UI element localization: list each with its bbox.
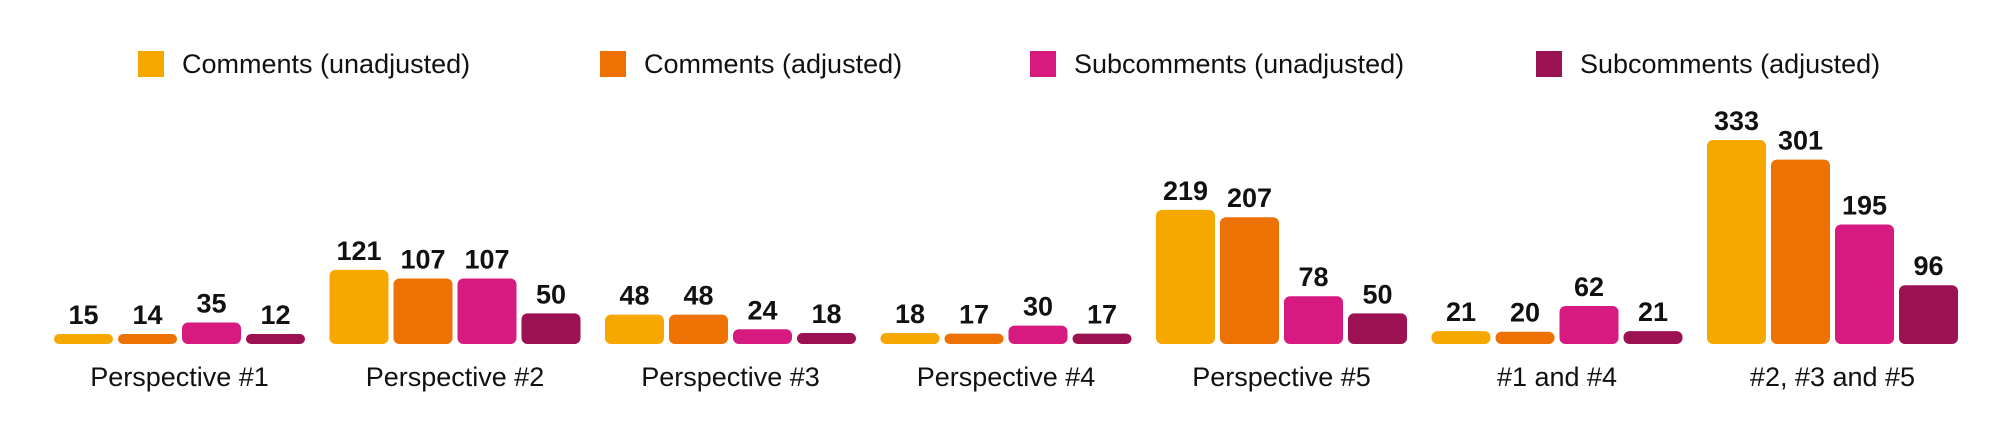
data-label: 21 (1446, 297, 1476, 327)
bar-comments-unadjusted (329, 269, 389, 344)
data-label: 50 (1362, 279, 1392, 309)
legend-swatch (1536, 51, 1562, 77)
legend-swatch (1030, 51, 1056, 77)
data-label: 50 (536, 279, 566, 309)
data-label: 17 (1087, 300, 1117, 330)
data-label: 78 (1298, 262, 1328, 292)
data-label: 17 (959, 300, 989, 330)
category-label: Perspective #1 (90, 362, 269, 392)
bar-comments-adjusted (393, 278, 453, 344)
bar-comments-adjusted (944, 333, 1004, 344)
legend: Comments (unadjusted) Comments (adjusted… (0, 44, 2004, 84)
bar-subcomments-unadjusted (1835, 224, 1894, 344)
bar-comments-adjusted (118, 334, 177, 344)
bar-subcomments-unadjusted (457, 278, 517, 344)
data-label: 62 (1574, 272, 1604, 302)
data-label: 30 (1023, 292, 1053, 322)
bar-subcomments-unadjusted (1284, 296, 1343, 344)
data-label: 96 (1913, 251, 1943, 281)
legend-item-subcomments-adjusted: Subcomments (adjusted) (1536, 44, 1880, 84)
bar-subcomments-unadjusted (1008, 325, 1068, 344)
bar-comments-adjusted (1495, 331, 1555, 344)
bar-subcomments-adjusted (1348, 313, 1407, 344)
data-label: 15 (68, 300, 98, 330)
bar-subcomments-unadjusted (733, 329, 792, 344)
legend-label: Subcomments (unadjusted) (1074, 48, 1405, 79)
data-label: 18 (811, 299, 841, 329)
legend-swatch (600, 51, 626, 77)
legend-label: Comments (adjusted) (644, 48, 903, 79)
legend-item-comments-adjusted: Comments (adjusted) (600, 44, 902, 84)
category-label: #2, #3 and #5 (1750, 362, 1915, 392)
bar-comments-adjusted (669, 314, 728, 344)
bar-subcomments-adjusted (797, 332, 856, 344)
category-label: Perspective #3 (641, 362, 820, 392)
data-label: 18 (895, 299, 925, 329)
bar-subcomments-adjusted (1072, 333, 1132, 344)
legend-label: Comments (unadjusted) (182, 48, 471, 79)
bar-subcomments-adjusted (1623, 331, 1683, 344)
data-label: 195 (1842, 191, 1887, 221)
data-label: 20 (1510, 298, 1540, 328)
category-label: #1 and #4 (1497, 362, 1617, 392)
legend-item-comments-unadjusted: Comments (unadjusted) (138, 44, 470, 84)
data-label: 12 (260, 300, 290, 330)
bar-comments-adjusted (1771, 159, 1830, 344)
bar-subcomments-unadjusted (1559, 306, 1619, 344)
bar-comments-adjusted (1220, 217, 1279, 344)
category-label: Perspective #4 (917, 362, 1096, 392)
legend-item-subcomments-unadjusted: Subcomments (unadjusted) (1030, 44, 1404, 84)
data-label: 121 (336, 236, 381, 266)
bar-comments-unadjusted (1707, 140, 1766, 344)
data-label: 48 (683, 281, 713, 311)
bar-comments-unadjusted (880, 332, 940, 344)
data-label: 333 (1714, 106, 1759, 136)
bar-subcomments-adjusted (521, 313, 581, 344)
data-label: 24 (747, 295, 777, 325)
data-label: 35 (196, 289, 226, 319)
bar-subcomments-adjusted (1899, 285, 1958, 344)
data-label: 107 (400, 244, 445, 274)
legend-swatch (138, 51, 164, 77)
bar-comments-unadjusted (54, 334, 113, 344)
category-label: Perspective #2 (366, 362, 545, 392)
category-label: Perspective #5 (1192, 362, 1371, 392)
data-label: 107 (464, 244, 509, 274)
bar-subcomments-adjusted (246, 334, 305, 344)
data-label: 21 (1638, 297, 1668, 327)
bar-subcomments-unadjusted (182, 322, 241, 344)
bar-comments-unadjusted (1431, 331, 1491, 344)
legend-label: Subcomments (adjusted) (1580, 48, 1881, 79)
bar-comments-unadjusted (1156, 209, 1215, 344)
data-label: 207 (1227, 183, 1272, 213)
data-label: 48 (619, 281, 649, 311)
bar-comments-unadjusted (605, 314, 664, 344)
data-label: 219 (1163, 176, 1208, 206)
data-label: 14 (132, 300, 162, 330)
data-label: 301 (1778, 126, 1823, 156)
